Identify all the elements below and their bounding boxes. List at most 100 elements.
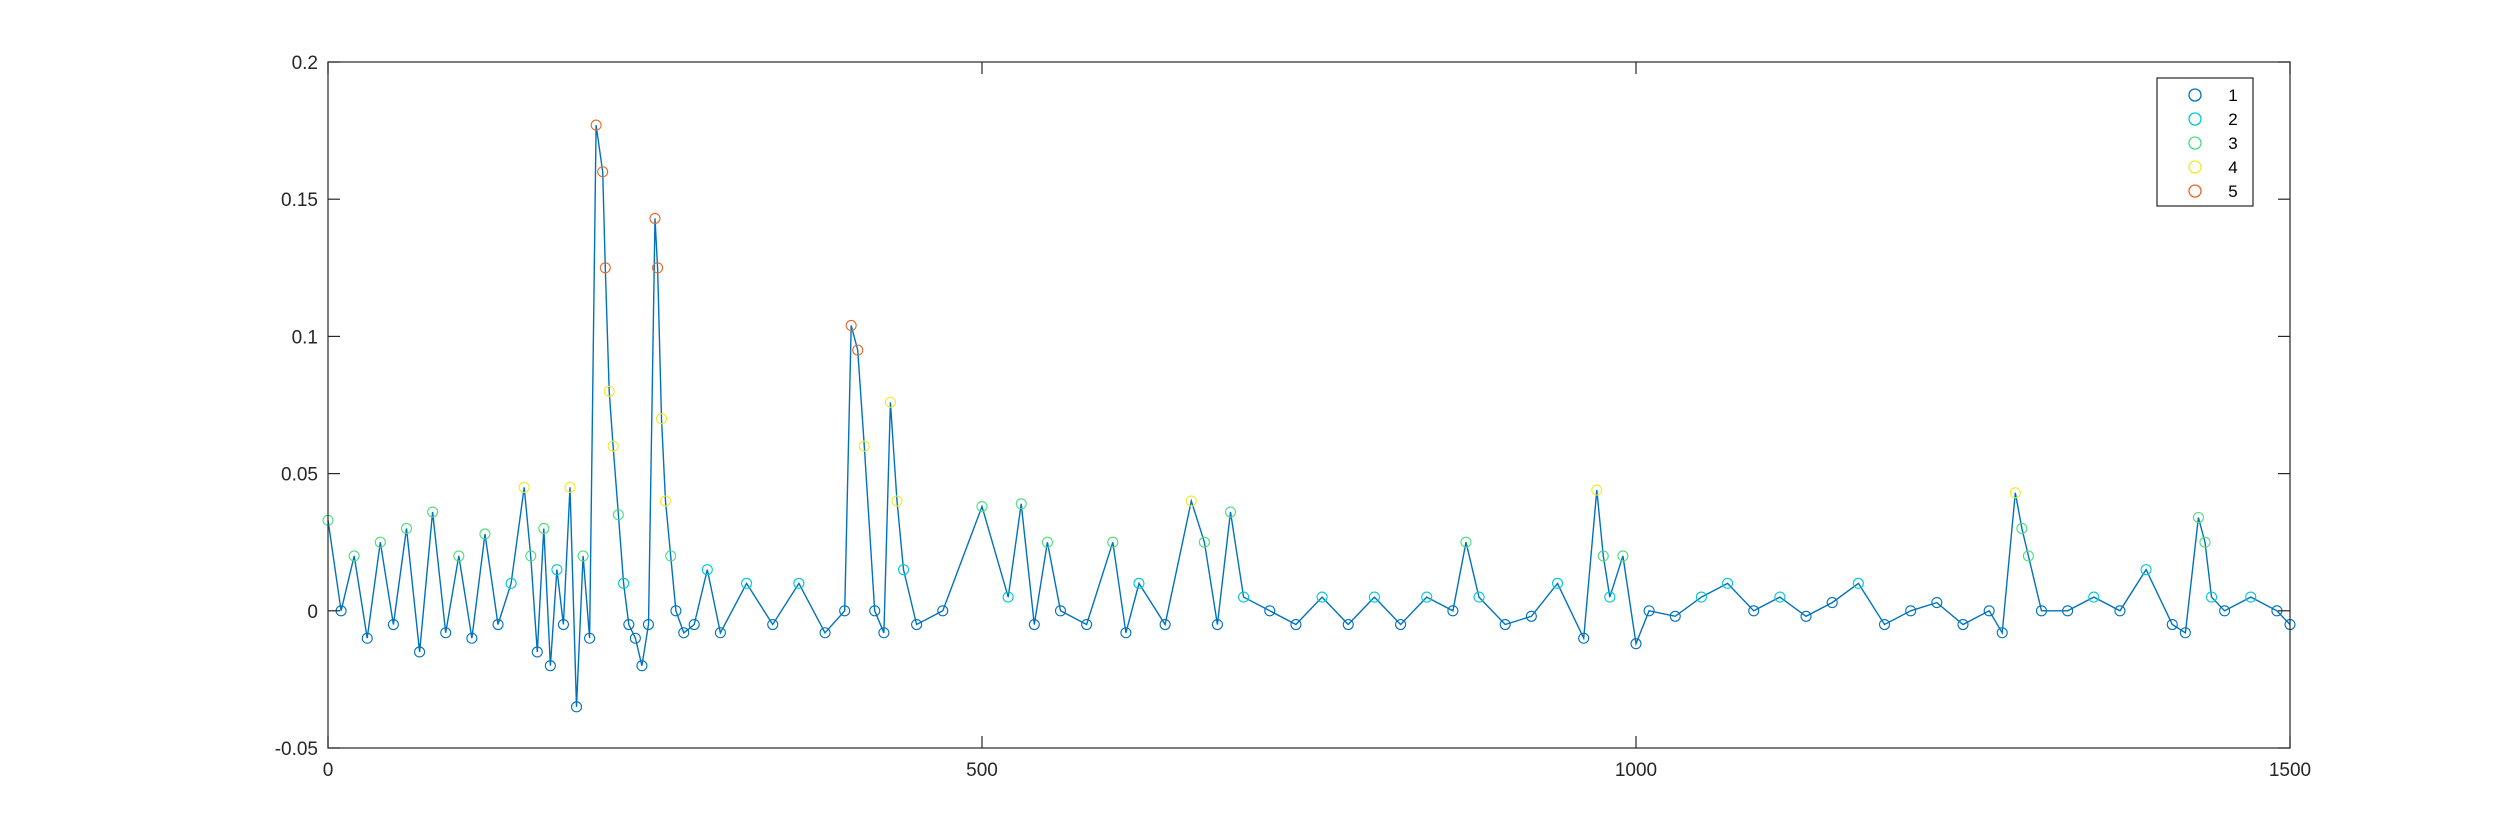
y-tick-label: 0.15	[281, 190, 318, 211]
data-point	[1120, 627, 1132, 639]
data-point	[1224, 506, 1237, 518]
data-point	[440, 627, 452, 639]
data-point	[525, 550, 537, 562]
data-point	[1368, 591, 1380, 603]
data-point	[453, 550, 465, 562]
data-point	[636, 660, 648, 672]
data-point	[1395, 618, 1407, 631]
data-point	[570, 701, 583, 713]
data-point	[1800, 610, 1812, 622]
data-point	[858, 440, 870, 452]
data-point	[2179, 627, 2191, 639]
legend-marker	[2188, 88, 2202, 102]
legend-label: 3	[2228, 134, 2237, 153]
data-point	[2088, 591, 2100, 603]
legend-marker	[2188, 160, 2202, 174]
data-point	[1028, 618, 1040, 631]
x-tick-label: 1000	[1615, 760, 1657, 781]
y-tick-label: 0.2	[292, 53, 318, 74]
data-point	[1996, 627, 2008, 639]
data-point	[767, 618, 779, 631]
data-point	[492, 618, 504, 631]
data-point	[2166, 618, 2178, 631]
data-point	[584, 632, 596, 644]
data-point	[1695, 591, 1707, 603]
data-point	[1604, 591, 1616, 603]
data-point	[1597, 550, 1609, 562]
data-point	[1630, 638, 1642, 650]
data-point	[618, 577, 630, 589]
data-point	[361, 632, 373, 644]
data-point	[2062, 605, 2074, 617]
data-point	[1159, 618, 1171, 631]
data-point	[564, 481, 576, 493]
data-point	[1238, 591, 1250, 603]
data-point	[1002, 591, 1014, 603]
data-point	[659, 495, 672, 507]
data-point	[1525, 610, 1537, 622]
data-point	[505, 577, 517, 589]
plot-area	[322, 119, 2296, 713]
data-point	[714, 627, 726, 639]
data-point	[1421, 591, 1433, 603]
data-point	[1617, 550, 1629, 562]
data-point	[2199, 536, 2211, 548]
data-point	[1931, 597, 1943, 609]
data-point	[884, 396, 896, 408]
data-point	[599, 262, 611, 274]
data-point	[1198, 536, 1210, 548]
data-point	[1591, 484, 1603, 496]
data-point	[897, 564, 910, 576]
data-point	[1957, 618, 1969, 631]
legend: 1 2 3 4 5	[2156, 77, 2254, 207]
data-point	[1878, 618, 1891, 631]
data-point	[1722, 577, 1734, 589]
data-point	[2114, 605, 2126, 617]
data-point	[623, 618, 635, 631]
x-tick-label: 1500	[2269, 760, 2311, 781]
data-point	[2192, 511, 2204, 524]
data-point	[597, 166, 609, 178]
data-point	[1826, 597, 1838, 609]
data-point	[911, 618, 923, 631]
data-point	[891, 495, 903, 507]
data-point	[819, 627, 831, 639]
y-tick-label: -0.05	[275, 739, 318, 760]
data-point	[414, 646, 426, 658]
data-point	[348, 550, 360, 562]
data-point	[2245, 591, 2257, 603]
data-point	[1015, 498, 1027, 510]
data-point	[1107, 536, 1119, 548]
data-point	[1499, 618, 1511, 631]
data-point	[1578, 632, 1590, 644]
data-point	[1852, 577, 1864, 589]
data-point	[557, 618, 569, 631]
data-point	[839, 605, 851, 617]
data-point	[1211, 618, 1223, 631]
data-point	[577, 550, 589, 562]
data-point	[400, 522, 413, 535]
legend-box	[2156, 77, 2254, 207]
data-point	[1473, 591, 1485, 603]
data-point	[531, 646, 543, 658]
data-point	[793, 577, 805, 589]
data-point	[607, 440, 619, 452]
data-point	[2219, 605, 2231, 617]
data-point	[678, 627, 690, 639]
data-point	[629, 632, 641, 644]
data-point	[1983, 605, 1995, 617]
data-point	[2035, 605, 2048, 617]
data-point	[1748, 605, 1760, 617]
data-point	[852, 344, 864, 356]
data-point	[2022, 550, 2034, 562]
data-point	[665, 550, 677, 562]
data-point	[878, 627, 890, 639]
data-point	[869, 605, 881, 617]
legend-marker	[2188, 112, 2202, 126]
data-point	[1447, 605, 1459, 617]
legend-marker	[2188, 184, 2202, 198]
data-point	[590, 119, 602, 131]
